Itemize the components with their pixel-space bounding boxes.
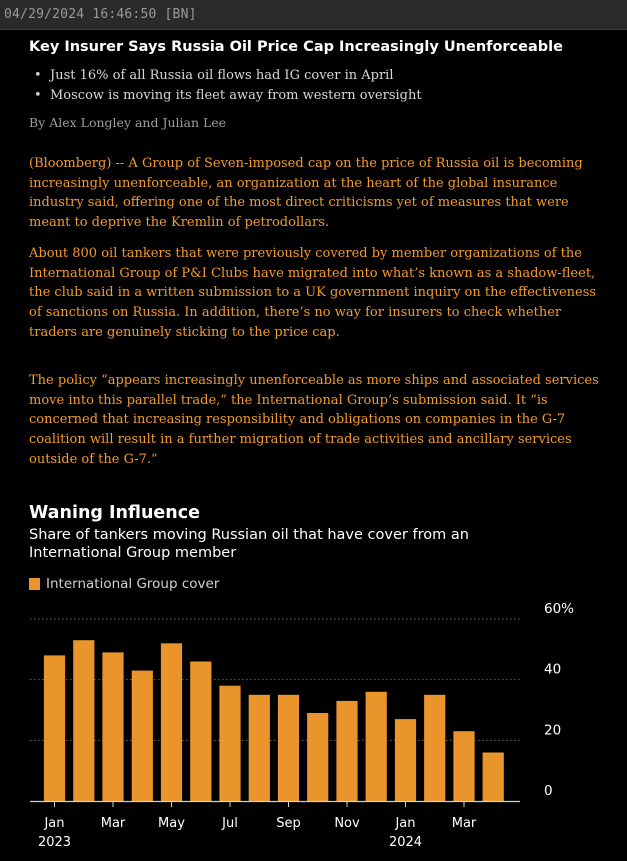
bar (394, 719, 417, 801)
bar (73, 640, 95, 801)
bar (160, 643, 183, 801)
x-tick-year-label: 2024 (389, 835, 422, 850)
legend-label: International Group cover (46, 576, 220, 592)
legend-swatch (29, 578, 40, 590)
bar-chart: 0 20 40 60% Jan 2023 Mar May Jul Sep Nov Jan 2024 Mar (30, 601, 574, 850)
bar (277, 694, 300, 801)
x-tick-label: Mar (452, 816, 477, 831)
bar (131, 670, 153, 801)
chart-subtitle: Share of tankers moving Russian oil that… (29, 527, 469, 561)
bar (453, 731, 475, 801)
x-tick-label: Jan (43, 816, 64, 831)
bar (102, 652, 124, 801)
byline: By Alex Longley and Julian Lee (29, 115, 227, 130)
header-bar: 04/29/2024 16:46:50 [BN] (0, 0, 627, 30)
x-tick-label: Jul (221, 816, 238, 831)
x-tick-label: Mar (101, 816, 126, 831)
chart-title: Waning Influence (29, 503, 200, 523)
x-tick-label: Sep (276, 816, 301, 831)
headline: Key Insurer Says Russia Oil Price Cap In… (29, 39, 563, 55)
timestamp: 04/29/2024 16:46:50 [BN] (4, 7, 197, 22)
bar (43, 655, 66, 801)
bullet-icon: • (34, 87, 42, 103)
bar (190, 661, 212, 801)
bar (219, 685, 241, 801)
y-tick-label: 60% (544, 601, 574, 617)
x-tick-label: May (158, 816, 185, 831)
x-tick-label: Nov (334, 816, 360, 831)
paragraph-1: (Bloomberg) -- A Group of Seven-imposed … (29, 156, 583, 231)
summary-bullet-text: Moscow is moving its fleet away from wes… (50, 87, 422, 103)
summary-bullet: • Just 16% of all Russia oil flows had IG… (30, 66, 422, 86)
y-tick-label: 0 (544, 783, 553, 799)
bar (307, 713, 329, 801)
bar (424, 694, 446, 801)
x-tick-year-label: 2023 (38, 835, 71, 850)
bar (482, 752, 504, 801)
y-tick-label: 20 (544, 722, 561, 738)
summary-bullet: • Moscow is moving its fleet away from we… (30, 86, 422, 106)
chart-legend: International Group cover (29, 575, 219, 593)
bar (248, 694, 270, 801)
summary-bullet-text: Just 16% of all Russia oil flows had IG … (50, 68, 394, 83)
bar (336, 700, 358, 801)
y-tick-label: 40 (544, 662, 561, 678)
paragraph-2: About 800 oil tankers that were previous… (29, 246, 597, 340)
summary-bullets: • Just 16% of all Russia oil flows had IG… (30, 66, 422, 105)
bullet-icon: • (34, 68, 42, 83)
x-tick-label: Jan (394, 816, 415, 831)
bar (365, 691, 387, 801)
paragraph-3: The policy “appears increasingly unenfor… (29, 373, 599, 467)
